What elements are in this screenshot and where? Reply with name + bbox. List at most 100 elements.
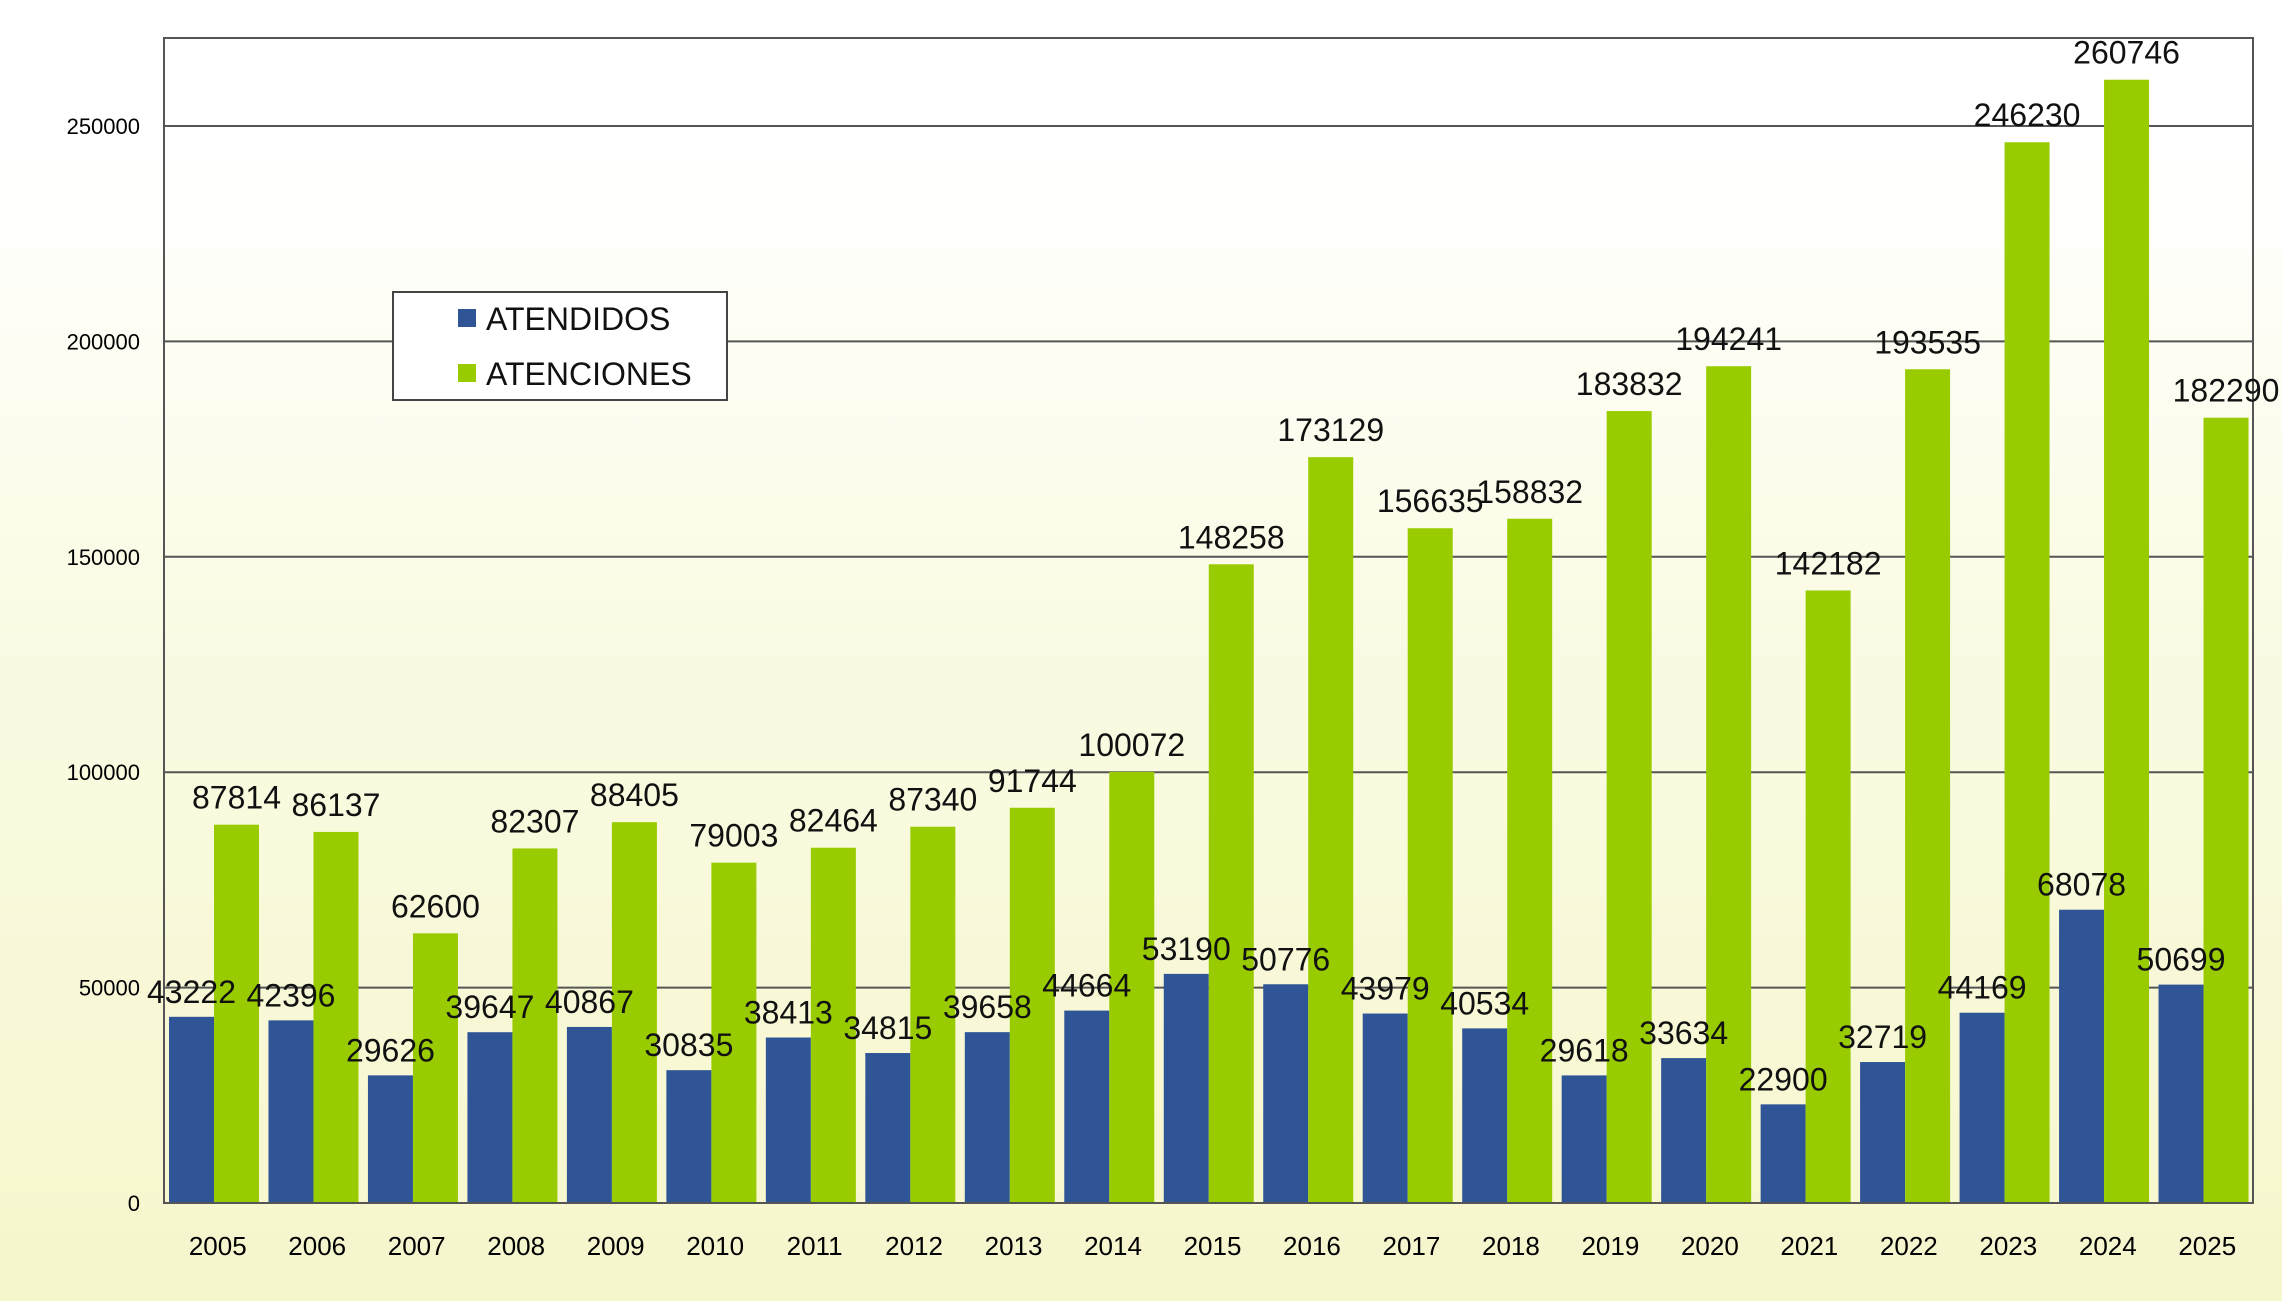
bar-atendidos xyxy=(1561,1075,1607,1203)
x-tick-label: 2011 xyxy=(787,1231,843,1261)
bar-atendidos xyxy=(865,1053,911,1203)
data-label-atenciones: 158832 xyxy=(1476,474,1583,510)
data-label-atendidos: 44169 xyxy=(1938,970,2027,1006)
bar-atenciones xyxy=(2004,142,2050,1203)
x-tick-label: 2009 xyxy=(587,1231,645,1261)
bar-atenciones xyxy=(1109,771,1155,1203)
bar-atenciones xyxy=(1208,564,1254,1203)
data-label-atendidos: 30835 xyxy=(644,1027,733,1063)
bar-atendidos xyxy=(765,1037,811,1203)
data-label-atenciones: 82307 xyxy=(490,803,579,839)
data-label-atendidos: 50776 xyxy=(1241,941,1330,977)
axes: 0 50000 100000 150000 200000 250000 2005 2006 20… xyxy=(67,37,2254,1261)
data-label-atenciones: 156635 xyxy=(1377,483,1484,519)
plot-frame xyxy=(163,37,2254,1204)
bar-atendidos xyxy=(1064,1010,1110,1203)
x-tick-label: 2021 xyxy=(1780,1231,1838,1261)
bar-atenciones xyxy=(214,824,259,1203)
bar-atenciones xyxy=(611,822,657,1203)
bar-atenciones xyxy=(1706,366,1752,1203)
data-label-atenciones: 260746 xyxy=(2073,35,2180,71)
bar-atendidos xyxy=(1462,1028,1508,1203)
data-label-atenciones: 100072 xyxy=(1078,727,1185,763)
data-label-atenciones: 246230 xyxy=(1974,97,2081,133)
bar-atendidos xyxy=(666,1070,712,1203)
bar-atendidos xyxy=(1760,1104,1806,1203)
data-label-atendidos: 40534 xyxy=(1440,985,1529,1021)
data-label-atenciones: 87340 xyxy=(888,782,977,818)
bar-atendidos xyxy=(169,1016,214,1203)
bar-atenciones xyxy=(1905,369,1951,1203)
x-tick-label: 2014 xyxy=(1084,1231,1142,1261)
data-label-atendidos: 68078 xyxy=(2037,867,2126,903)
bar-atenciones xyxy=(1507,518,1553,1203)
bar-atendidos xyxy=(2158,984,2204,1203)
data-label-atendidos: 32719 xyxy=(1838,1019,1927,1055)
data-label-atendidos: 39647 xyxy=(445,989,534,1025)
data-label-atendidos: 43222 xyxy=(147,974,236,1010)
legend: ATENDIDOS ATENCIONES xyxy=(392,291,728,401)
bar-atenciones xyxy=(810,847,856,1203)
bar-atenciones xyxy=(2104,79,2150,1204)
data-label-atenciones: 194241 xyxy=(1675,321,1782,357)
bar-atendidos xyxy=(1860,1062,1906,1203)
legend-swatch-atendidos xyxy=(458,309,476,327)
y-tick-label: 250000 xyxy=(67,114,140,139)
x-tick-label: 2025 xyxy=(2178,1231,2236,1261)
bar-atendidos xyxy=(566,1026,612,1203)
data-label-atenciones: 183832 xyxy=(1576,366,1683,402)
x-tick-label: 2015 xyxy=(1184,1231,1242,1261)
data-labels: 43222 87814 42396 86137 29626 62600 39647 82307… xyxy=(147,35,2279,1098)
x-tick-label: 2007 xyxy=(388,1231,446,1261)
bar-atendidos xyxy=(964,1032,1010,1203)
x-tick-label: 2023 xyxy=(1979,1231,2037,1261)
bar-atendidos xyxy=(1263,984,1309,1203)
bar-atenciones xyxy=(711,862,757,1203)
bar-atendidos xyxy=(367,1075,413,1203)
y-tick-label: 200000 xyxy=(67,329,140,354)
bar-atenciones xyxy=(2203,417,2249,1203)
bar-atenciones xyxy=(910,826,956,1203)
bar-atendidos xyxy=(1163,973,1209,1203)
data-label-atendidos: 43979 xyxy=(1341,971,1430,1007)
bar-atendidos xyxy=(268,1020,314,1203)
data-label-atendidos: 38413 xyxy=(744,995,833,1031)
data-label-atendidos: 44664 xyxy=(1042,968,1131,1004)
x-tick-label: 2010 xyxy=(686,1231,744,1261)
legend-label-atendidos: ATENDIDOS xyxy=(486,301,670,337)
bar-atenciones xyxy=(1009,807,1055,1203)
data-label-atenciones: 142182 xyxy=(1775,545,1882,581)
data-label-atendidos: 22900 xyxy=(1739,1061,1828,1097)
data-label-atenciones: 173129 xyxy=(1277,412,1384,448)
bar-atenciones xyxy=(313,831,359,1203)
y-tick-label: 50000 xyxy=(79,976,140,1001)
data-label-atendidos: 53190 xyxy=(1142,931,1231,967)
bar-atenciones xyxy=(512,848,558,1203)
bar-atendidos xyxy=(2059,909,2105,1203)
data-label-atendidos: 42396 xyxy=(246,977,335,1013)
x-tick-label: 2017 xyxy=(1383,1231,1441,1261)
bars xyxy=(169,79,2249,1204)
data-label-atenciones: 86137 xyxy=(291,787,380,823)
x-tick-label: 2006 xyxy=(288,1231,346,1261)
data-label-atenciones: 88405 xyxy=(590,777,679,813)
y-tick-label: 0 xyxy=(128,1191,140,1216)
x-tick-label: 2012 xyxy=(885,1231,943,1261)
y-tick-label: 150000 xyxy=(67,545,140,570)
x-tick-label: 2020 xyxy=(1681,1231,1739,1261)
data-label-atenciones: 148258 xyxy=(1178,519,1285,555)
data-label-atenciones: 87814 xyxy=(192,780,281,816)
data-label-atenciones: 91744 xyxy=(988,763,1077,799)
data-label-atenciones: 182290 xyxy=(2173,373,2280,409)
bar-atenciones xyxy=(1407,528,1453,1203)
data-label-atenciones: 79003 xyxy=(689,818,778,854)
x-tick-label: 2022 xyxy=(1880,1231,1938,1261)
data-label-atendidos: 29626 xyxy=(346,1032,435,1068)
x-tick-label: 2005 xyxy=(189,1231,247,1261)
bar-atendidos xyxy=(467,1032,513,1203)
bar-atenciones xyxy=(1308,457,1354,1203)
legend-box xyxy=(392,291,728,401)
data-label-atendidos: 29618 xyxy=(1540,1032,1629,1068)
